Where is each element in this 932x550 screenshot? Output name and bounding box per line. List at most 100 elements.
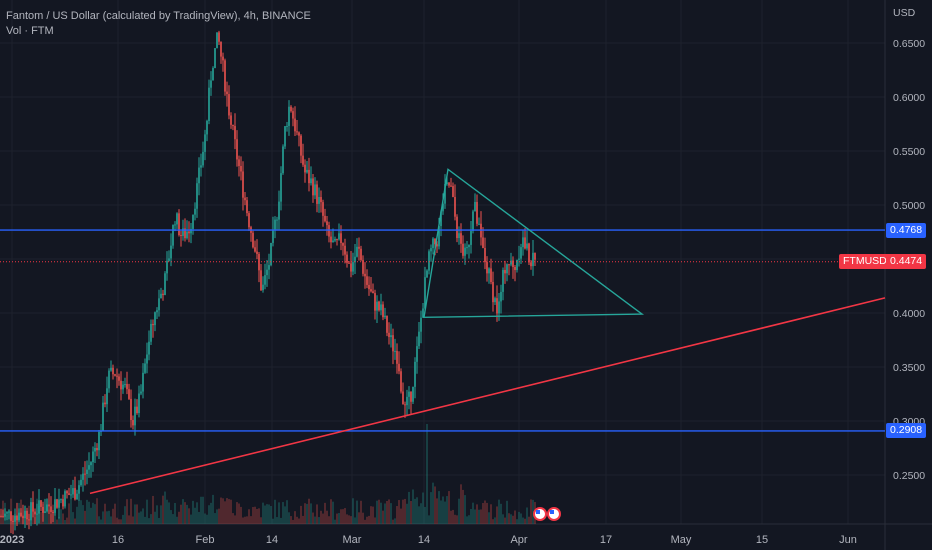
volume-bar (508, 513, 510, 524)
candle-body (202, 151, 204, 166)
volume-bar (410, 500, 412, 524)
candle-body (426, 270, 428, 278)
candle-body (44, 511, 46, 513)
candle-body (402, 391, 404, 405)
volume-bar (156, 505, 158, 524)
chart-title: Fantom / US Dollar (calculated by Tradin… (6, 10, 311, 22)
candle-body (516, 259, 518, 271)
candle-body (4, 513, 6, 517)
volume-bar (346, 514, 348, 524)
candle-body (14, 515, 16, 522)
volume-bar (16, 514, 18, 524)
candle-body (200, 165, 202, 168)
candle-body (24, 510, 26, 519)
volume-bar (86, 499, 88, 524)
volume-bar (182, 499, 184, 524)
candle-body (64, 491, 66, 507)
candle-body (196, 183, 198, 209)
volume-bar (454, 514, 456, 524)
candle-body (150, 323, 152, 342)
candle-body (156, 310, 158, 313)
candle-body (252, 232, 254, 248)
candle-body (288, 106, 290, 126)
candle-body (450, 185, 452, 187)
candle-body (456, 216, 458, 239)
candle-body (256, 251, 258, 254)
price-tick-label: 0.5500 (893, 146, 925, 158)
volume-bar (270, 505, 272, 524)
volume-bar (498, 499, 500, 524)
candle-body (126, 384, 128, 390)
candle-body (72, 488, 74, 495)
candle-body (96, 447, 98, 451)
candle-body (188, 231, 190, 234)
candle-body (244, 197, 246, 201)
volume-bar (150, 514, 152, 524)
candle-body (360, 248, 362, 260)
candle-body (434, 238, 436, 245)
volume-bar (18, 502, 20, 524)
candle-body (446, 182, 448, 184)
candle-body (142, 372, 144, 392)
candle-body (240, 166, 242, 172)
volume-bar (294, 511, 296, 524)
candle-body (254, 247, 256, 252)
volume-bar (452, 509, 454, 524)
volume-bar (486, 502, 488, 524)
volume-bar (280, 517, 282, 524)
volume-bar (444, 501, 446, 524)
candle-body (20, 512, 22, 517)
candle-body (284, 126, 286, 147)
volume-bar (478, 509, 480, 524)
candle-body (294, 118, 296, 132)
candle-body (264, 275, 266, 285)
candle-body (114, 374, 116, 376)
candle-body (344, 245, 346, 255)
volume-bar (170, 510, 172, 524)
volume-bar (312, 512, 314, 524)
volume-bar (450, 510, 452, 524)
candle-body (452, 186, 454, 197)
candle-body (210, 80, 212, 88)
volume-bar (26, 518, 28, 524)
candle-body (296, 131, 298, 133)
volume-bar (202, 496, 204, 524)
candle-body (418, 331, 420, 347)
volume-bar (214, 513, 216, 524)
volume-bar (28, 505, 30, 524)
candle-body (508, 264, 510, 266)
volume-bar (176, 516, 178, 524)
volume-bar (72, 512, 74, 524)
candle-body (66, 491, 68, 494)
volume-bar (274, 499, 276, 524)
candle-body (36, 513, 38, 515)
volume-bar (174, 503, 176, 524)
candle-body (504, 269, 506, 274)
candle-body (476, 202, 478, 224)
volume-bar (372, 506, 374, 524)
candle-body (362, 259, 364, 274)
candle-body (388, 332, 390, 338)
volume-bar (436, 498, 438, 524)
us-flag-canton (536, 510, 540, 514)
candle-body (110, 367, 112, 371)
volume-bar (88, 501, 90, 524)
volume-bar (276, 517, 278, 524)
candle-body (276, 219, 278, 221)
candle-body (408, 391, 410, 397)
volume-bar (396, 506, 398, 524)
volume-bar (520, 513, 522, 524)
volume-bar (462, 489, 464, 524)
volume-bar (84, 510, 86, 524)
volume-bar (414, 498, 416, 524)
volume-bar (268, 504, 270, 524)
volume-bar (120, 519, 122, 524)
volume-bar (464, 495, 466, 524)
volume-bar (32, 510, 34, 524)
candle-body (6, 512, 8, 514)
candle-body (242, 171, 244, 198)
volume-bar (80, 500, 82, 524)
volume-bar (384, 503, 386, 524)
candle-body (94, 447, 96, 452)
